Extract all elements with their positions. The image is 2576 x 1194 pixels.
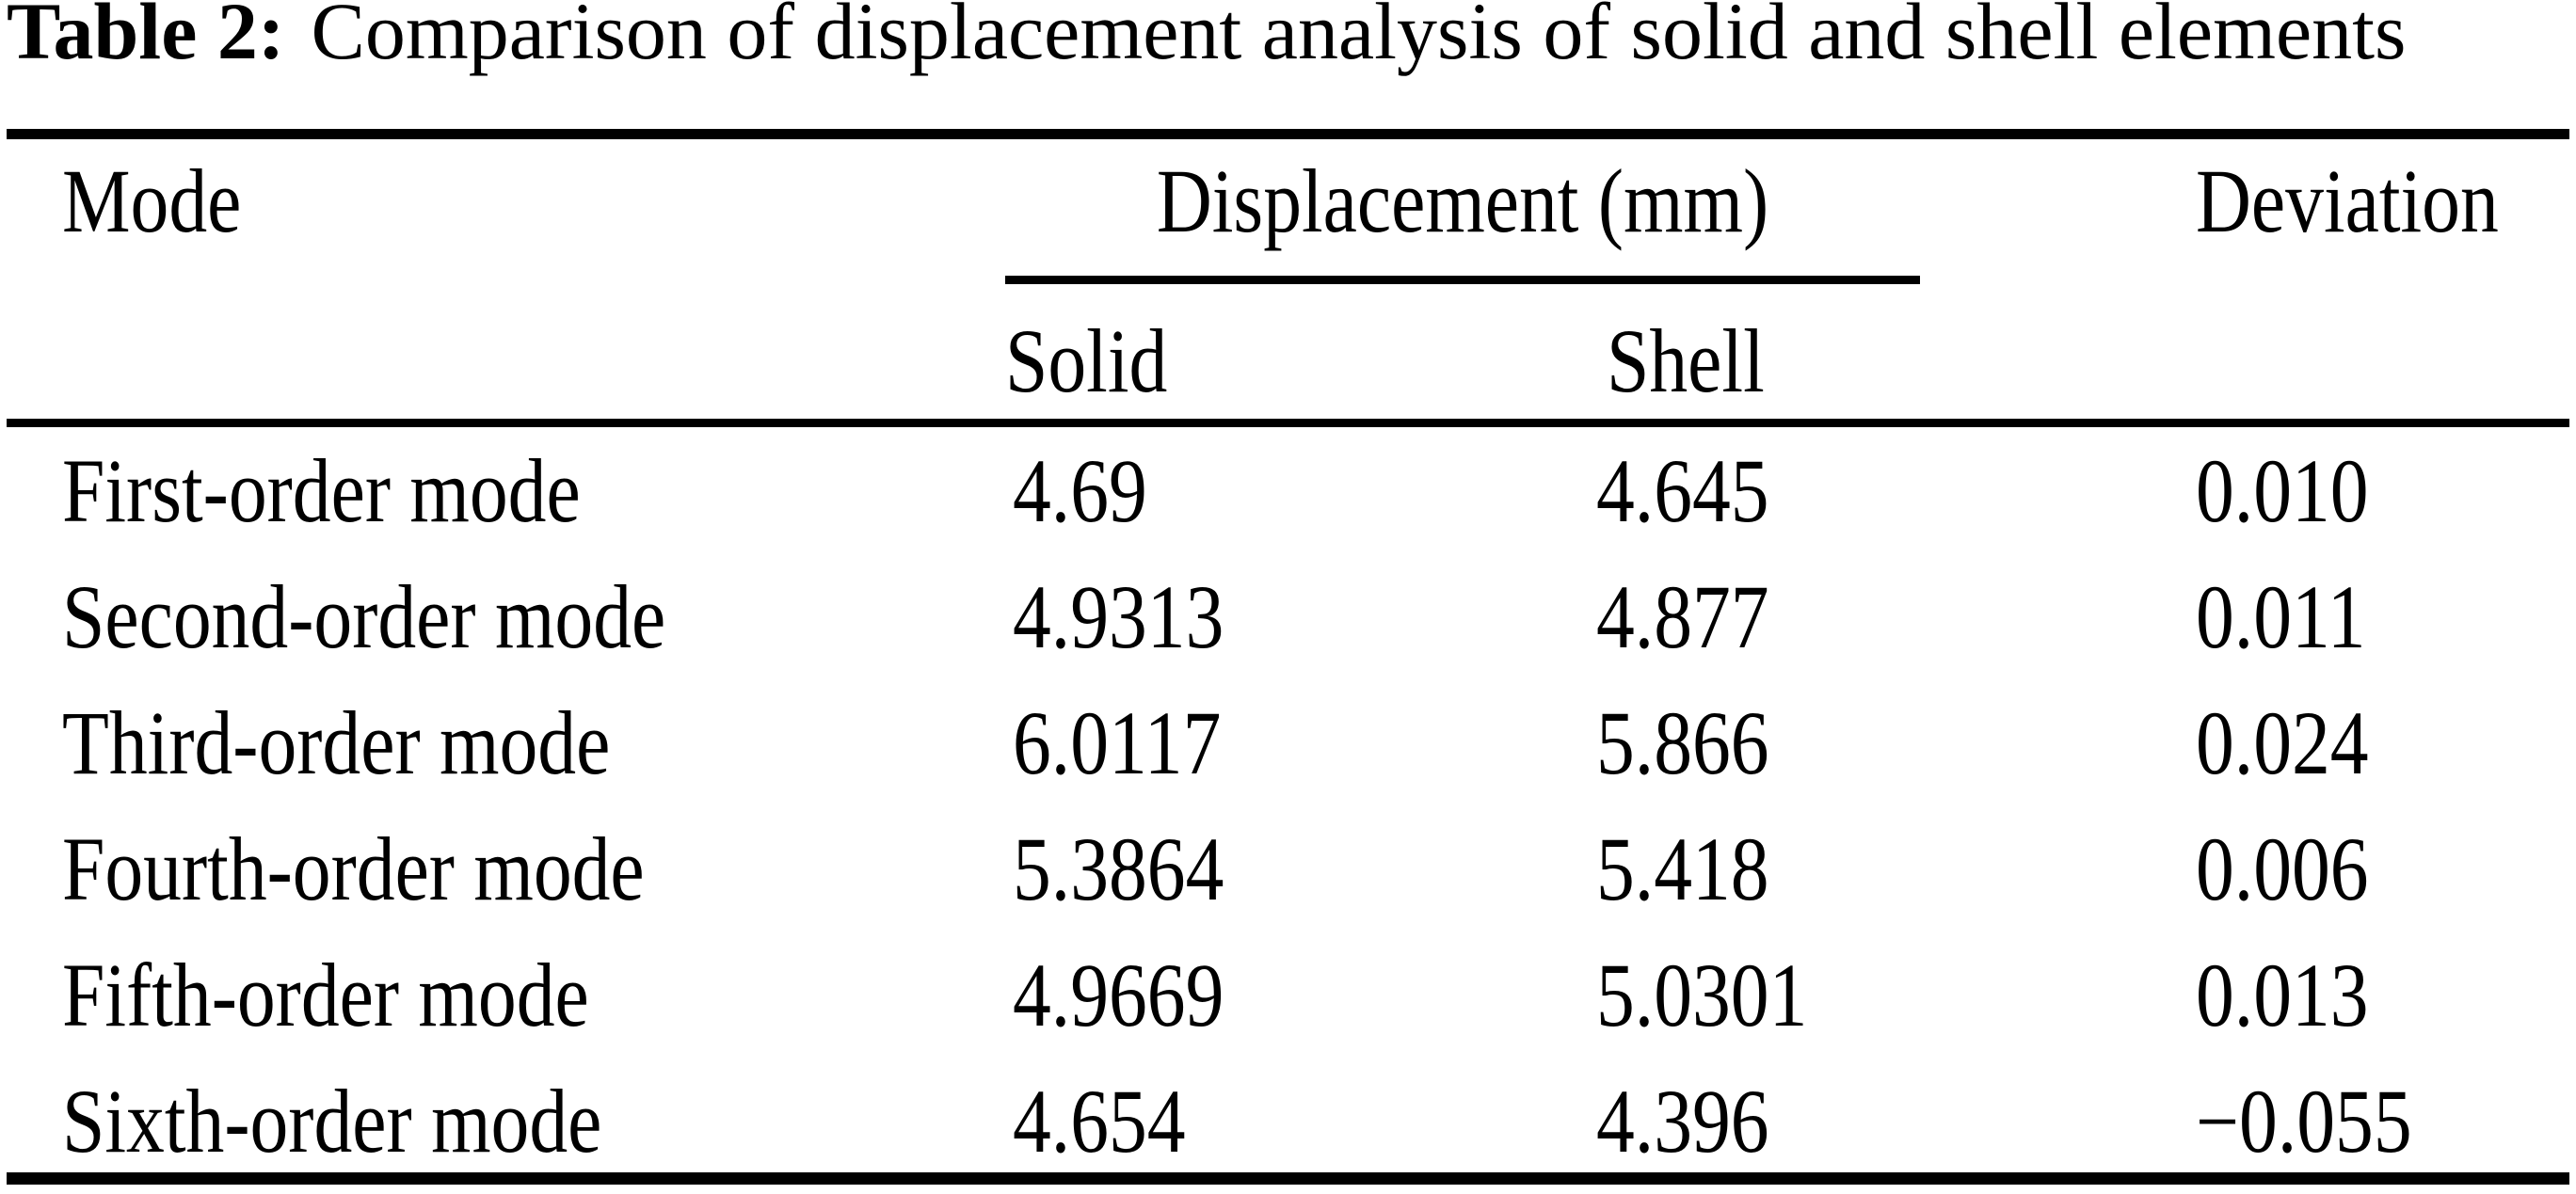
row-shell-value: 5.866 [1596,693,1769,793]
row-solid-value: 4.9669 [1013,945,1224,1045]
row-deviation-value: 0.024 [2196,693,2369,793]
row-deviation-value: 0.013 [2196,945,2369,1045]
row-mode-label: Fifth-order mode [62,945,589,1045]
row-deviation-value: 0.011 [2196,566,2366,667]
row-solid-value: 6.0117 [1013,693,1222,793]
row-mode-label: Second-order mode [62,566,666,667]
table-caption-text: Comparison of displacement analysis of s… [311,0,2407,76]
row-shell-value: 4.645 [1596,440,1769,541]
row-shell-value: 4.877 [1596,566,1769,667]
row-mode-label: Fourth-order mode [62,819,645,919]
table-caption: Table 2: Comparison of displacement analy… [7,0,2407,72]
row-solid-value: 4.654 [1013,1071,1186,1171]
row-shell-value: 5.0301 [1596,945,1808,1045]
displacement-group-underline-rule [1005,276,1920,284]
row-solid-value: 5.3864 [1013,819,1224,919]
row-deviation-value: −0.055 [2196,1071,2412,1171]
col-subheader-shell: Shell [1607,310,1765,411]
row-deviation-value: 0.010 [2196,440,2369,541]
row-shell-value: 5.418 [1596,819,1769,919]
row-mode-label: First-order mode [62,440,581,541]
row-solid-value: 4.69 [1013,440,1147,541]
row-solid-value: 4.9313 [1013,566,1224,667]
col-header-mode: Mode [62,151,242,251]
table-caption-label: Table 2: [7,0,285,76]
col-header-displacement-group: Displacement (mm) [1156,151,1769,251]
row-shell-value: 4.396 [1596,1071,1769,1171]
col-header-deviation: Deviation [2196,151,2499,251]
col-subheader-solid: Solid [1005,310,1168,411]
table-top-rule [7,129,2569,139]
row-mode-label: Sixth-order mode [62,1071,602,1171]
row-deviation-value: 0.006 [2196,819,2369,919]
row-mode-label: Third-order mode [62,693,611,793]
header-separator-rule [7,419,2569,427]
table-bottom-rule [7,1172,2569,1185]
